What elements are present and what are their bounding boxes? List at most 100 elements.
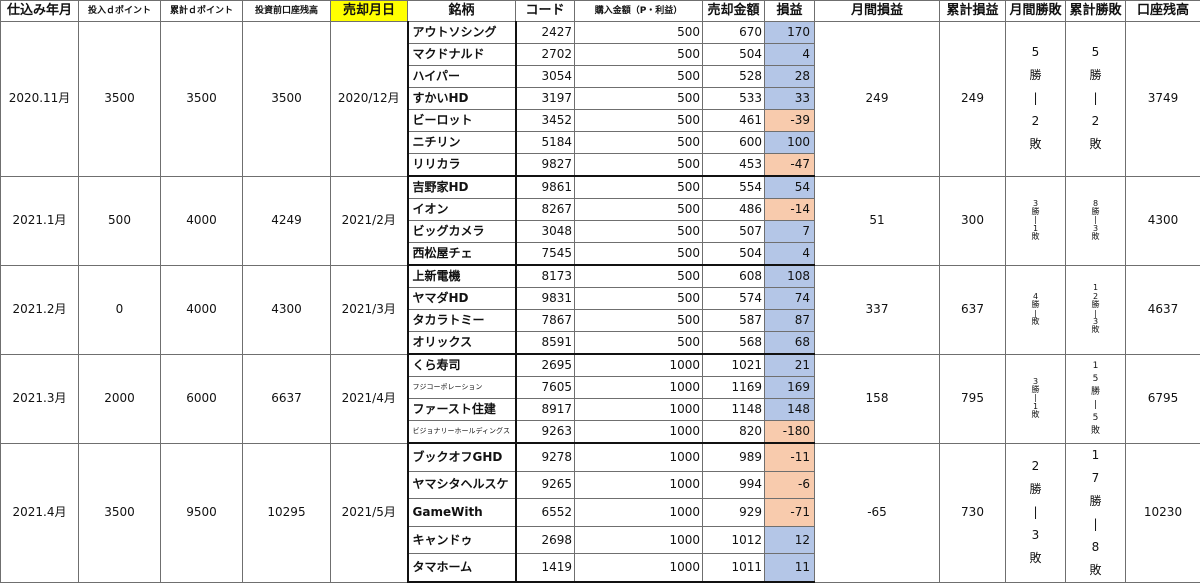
cell-balance: 3749 — [1126, 22, 1200, 177]
cell-sell-amount: 994 — [703, 471, 765, 499]
header-monthly-pnl: 月間損益 — [815, 1, 940, 22]
cell-code: 3452 — [516, 110, 575, 132]
cell-code: 7605 — [516, 377, 575, 399]
cell-stock-name: 上新電機 — [408, 265, 516, 288]
cell-stock-name: ビッグカメラ — [408, 221, 516, 243]
wl-char: 5 — [1068, 412, 1123, 425]
cell-code: 8917 — [516, 399, 575, 421]
cell-sell-month: 2021/3月 — [331, 265, 408, 354]
cell-monthly-pnl: 51 — [815, 176, 940, 265]
cell-dpoint: 2000 — [79, 354, 161, 443]
wl-char: 5 — [1068, 41, 1123, 64]
cell-code: 8591 — [516, 332, 575, 355]
cell-code: 9278 — [516, 443, 575, 471]
cell-pnl: 100 — [765, 132, 815, 154]
cell-sell-amount: 989 — [703, 443, 765, 471]
cell-pnl: 108 — [765, 265, 815, 288]
cell-sell-amount: 461 — [703, 110, 765, 132]
cell-pnl: 170 — [765, 22, 815, 44]
cell-pnl: -14 — [765, 199, 815, 221]
cell-dpoint: 3500 — [79, 22, 161, 177]
wl-char: 敗 — [1008, 411, 1063, 419]
cell-pnl: 4 — [765, 243, 815, 266]
cell-stock-name: 西松屋チェ — [408, 243, 516, 266]
cell-buy-amount: 500 — [575, 44, 703, 66]
cell-buy-amount: 1000 — [575, 554, 703, 582]
cell-buy-amount: 1000 — [575, 443, 703, 471]
cell-balance: 4637 — [1126, 265, 1200, 354]
cell-pnl: 7 — [765, 221, 815, 243]
cell-dpoint: 3500 — [79, 443, 161, 582]
cell-sell-amount: 528 — [703, 66, 765, 88]
cell-buy-amount: 500 — [575, 154, 703, 177]
cell-monthly-pnl: 249 — [815, 22, 940, 177]
header-stock: 銘柄 — [408, 1, 516, 22]
cell-pnl: 169 — [765, 377, 815, 399]
cell-stock-name: オリックス — [408, 332, 516, 355]
cell-buy-amount: 500 — [575, 265, 703, 288]
cell-monthly-pnl: 337 — [815, 265, 940, 354]
cell-buy-amount: 1000 — [575, 499, 703, 527]
cell-month: 2021.4月 — [1, 443, 79, 582]
cell-cum-pnl: 249 — [940, 22, 1006, 177]
wl-char: 8 — [1068, 536, 1123, 559]
header-monthly-wl: 月間勝敗 — [1006, 1, 1066, 22]
wl-char: | — [1008, 501, 1063, 524]
header-pre-balance: 投資前口座残高 — [243, 1, 331, 22]
cell-cum-pnl: 795 — [940, 354, 1006, 443]
wl-char: 2 — [1008, 110, 1063, 133]
cell-sell-month: 2021/2月 — [331, 176, 408, 265]
cell-stock-name: アウトソシング — [408, 22, 516, 44]
cell-dpoint: 500 — [79, 176, 161, 265]
cell-sell-amount: 504 — [703, 44, 765, 66]
cell-sell-amount: 1012 — [703, 526, 765, 554]
cell-pnl: 68 — [765, 332, 815, 355]
cell-stock-name: GameWith — [408, 499, 516, 527]
header-cum-dpoint: 累計ｄポイント — [161, 1, 243, 22]
cell-sell-amount: 600 — [703, 132, 765, 154]
cell-balance: 4300 — [1126, 176, 1200, 265]
cell-monthly-pnl: 158 — [815, 354, 940, 443]
header-month: 仕込み年月 — [1, 1, 79, 22]
cell-code: 9265 — [516, 471, 575, 499]
cell-sell-amount: 574 — [703, 288, 765, 310]
cell-cum-dpoint: 9500 — [161, 443, 243, 582]
cell-buy-amount: 500 — [575, 88, 703, 110]
cell-pre-balance: 3500 — [243, 22, 331, 177]
wl-char: 2 — [1008, 455, 1063, 478]
wl-char: 5 — [1008, 41, 1063, 64]
header-pnl: 損益 — [765, 1, 815, 22]
cell-stock-name: ニチリン — [408, 132, 516, 154]
wl-char: 勝 — [1068, 490, 1123, 513]
cell-pre-balance: 4300 — [243, 265, 331, 354]
cell-stock-name: ファースト住建 — [408, 399, 516, 421]
wl-char: | — [1068, 87, 1123, 110]
cell-code: 3048 — [516, 221, 575, 243]
cell-pnl: -180 — [765, 421, 815, 444]
cell-pre-balance: 4249 — [243, 176, 331, 265]
cell-sell-amount: 608 — [703, 265, 765, 288]
cell-month: 2021.1月 — [1, 176, 79, 265]
cell-buy-amount: 500 — [575, 132, 703, 154]
cell-buy-amount: 500 — [575, 310, 703, 332]
wl-char: 2 — [1068, 110, 1123, 133]
cell-sell-amount: 929 — [703, 499, 765, 527]
cell-code: 9861 — [516, 176, 575, 199]
header-code: コード — [516, 1, 575, 22]
wl-char: 敗 — [1068, 133, 1123, 156]
cell-sell-amount: 533 — [703, 88, 765, 110]
cell-stock-name: ブックオフGHD — [408, 443, 516, 471]
cell-month: 2020.11月 — [1, 22, 79, 177]
cell-sell-amount: 568 — [703, 332, 765, 355]
